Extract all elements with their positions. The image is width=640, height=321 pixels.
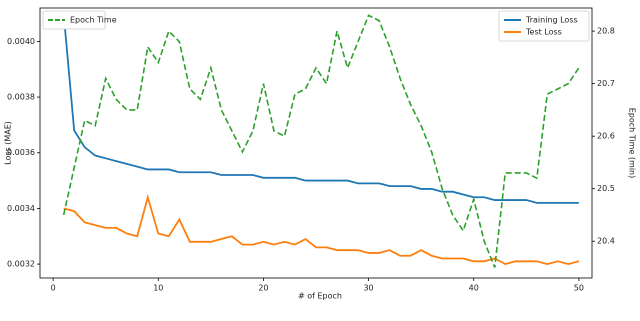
legend-label: Test Loss <box>525 28 562 37</box>
x-tick-label: 50 <box>574 284 584 293</box>
x-tick-label: 10 <box>153 284 163 293</box>
y-tick-label: 0.0038 <box>7 93 35 102</box>
legend-label: Training Loss <box>525 16 578 25</box>
series-line <box>62 14 580 268</box>
series-line <box>63 193 580 266</box>
legend-box <box>42 10 106 30</box>
y-tick-label: 0.0032 <box>7 260 35 269</box>
x-axis-label: # of Epoch <box>298 292 342 301</box>
x-tick-label: 30 <box>363 284 373 293</box>
x-tick-label: 0 <box>51 284 56 293</box>
x-tick-label: 40 <box>469 284 479 293</box>
y-tick-label: 0.0034 <box>7 204 35 213</box>
y2-tick-label: 20.8 <box>597 27 615 36</box>
y2-axis-label: Epoch Time (min) <box>628 108 637 179</box>
y-tick-label: 0.0036 <box>7 148 35 157</box>
y2-tick-label: 20.7 <box>597 79 615 88</box>
legend-label: Epoch Time <box>70 16 117 25</box>
y2-tick-label: 20.4 <box>597 237 615 246</box>
y-tick-label: 0.0040 <box>7 37 35 46</box>
series-line <box>62 13 579 204</box>
y2-tick-label: 20.5 <box>597 184 615 193</box>
plot-frame <box>39 7 593 279</box>
legend-box <box>498 10 590 42</box>
y2-tick-label: 20.6 <box>597 132 615 141</box>
y-axis-label: Loss (MAE) <box>4 121 13 165</box>
x-tick-label: 20 <box>258 284 268 293</box>
